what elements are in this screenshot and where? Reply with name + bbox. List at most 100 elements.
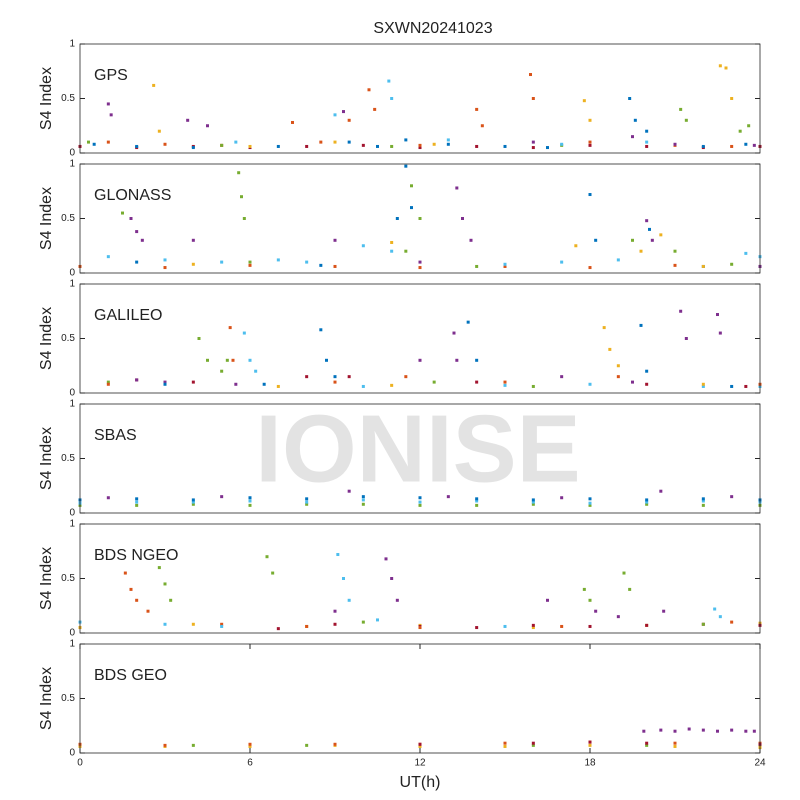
data-point [588, 743, 592, 747]
data-point [234, 382, 238, 386]
data-point [503, 144, 507, 148]
data-point [475, 264, 479, 268]
data-point [220, 143, 224, 147]
data-point [701, 728, 705, 732]
data-point [248, 144, 252, 148]
data-point [475, 499, 479, 503]
panel-label: GALILEO [94, 307, 162, 324]
data-point [248, 496, 252, 500]
data-point [531, 384, 535, 388]
data-point [602, 326, 606, 330]
data-point [135, 497, 139, 501]
data-point [673, 744, 677, 748]
data-point [588, 503, 592, 507]
data-point [588, 501, 592, 505]
data-point [645, 144, 649, 148]
data-point [191, 380, 195, 384]
y-axis-label: S4 Index [38, 187, 55, 250]
data-point [333, 238, 337, 242]
data-point [333, 375, 337, 379]
data-point [135, 598, 139, 602]
data-point [673, 729, 677, 733]
data-point [418, 143, 422, 147]
plot-area [80, 524, 760, 633]
y-tick-label: 0 [69, 748, 75, 759]
y-tick-label: 0.5 [61, 213, 75, 224]
data-point [588, 118, 592, 122]
data-point [650, 238, 654, 242]
y-axis-label: S4 Index [38, 547, 55, 610]
data-point [588, 598, 592, 602]
data-point [701, 503, 705, 507]
panel-label: SBAS [94, 427, 137, 444]
y-tick-label: 0 [69, 388, 75, 399]
data-point [645, 498, 649, 502]
data-point [503, 744, 507, 748]
data-point [146, 609, 150, 613]
data-point [713, 607, 717, 611]
y-tick-label: 0.5 [61, 453, 75, 464]
data-point [418, 503, 422, 507]
data-point [152, 83, 156, 87]
data-point [616, 258, 620, 262]
data-point [560, 260, 564, 264]
data-point [475, 358, 479, 362]
plot-area [80, 644, 760, 753]
panel-label: BDS GEO [94, 667, 167, 684]
data-point [475, 107, 479, 111]
data-point [333, 622, 337, 626]
y-axis-label: S4 Index [38, 67, 55, 130]
data-point [418, 496, 422, 500]
data-point [687, 727, 691, 731]
data-point [248, 260, 252, 264]
data-point [361, 498, 365, 502]
data-point [701, 144, 705, 148]
data-point [305, 624, 309, 628]
data-point [163, 258, 167, 262]
data-point [248, 744, 252, 748]
panel: 0 0.5 1 GALILEO S4 Index [38, 279, 762, 399]
data-point [361, 244, 365, 248]
x-tick-label: 12 [414, 758, 426, 769]
data-point [220, 622, 224, 626]
data-point [361, 143, 365, 147]
data-point [395, 217, 399, 220]
x-tick-label: 24 [754, 758, 766, 769]
y-tick-label: 0.5 [61, 93, 75, 104]
figure-title: SXWN20241023 [373, 20, 492, 37]
data-point [418, 500, 422, 504]
data-point [673, 249, 677, 253]
data-point [242, 331, 246, 335]
data-point [333, 140, 337, 144]
data-point [608, 347, 612, 351]
y-tick-label: 1 [69, 399, 75, 410]
data-point [373, 107, 377, 111]
x-tick-label: 6 [247, 758, 253, 769]
data-point [633, 118, 637, 122]
data-point [469, 238, 473, 242]
data-point [390, 144, 394, 148]
data-point [616, 375, 620, 379]
data-point [531, 146, 535, 150]
y-tick-label: 0 [69, 508, 75, 519]
data-point [305, 144, 309, 148]
data-point [248, 499, 252, 503]
data-point [361, 384, 365, 388]
data-point [475, 503, 479, 507]
x-tick-label: 18 [584, 758, 596, 769]
data-point [361, 502, 365, 506]
data-point [333, 742, 337, 746]
data-point [588, 497, 592, 501]
data-point [628, 587, 632, 591]
data-point [206, 124, 209, 128]
data-point [645, 129, 649, 133]
data-point [390, 97, 394, 100]
data-point [531, 623, 535, 627]
data-point [503, 741, 507, 745]
data-point [673, 142, 677, 146]
data-point [305, 260, 309, 264]
data-point [106, 496, 110, 500]
data-point [418, 358, 422, 362]
data-point [248, 503, 252, 507]
